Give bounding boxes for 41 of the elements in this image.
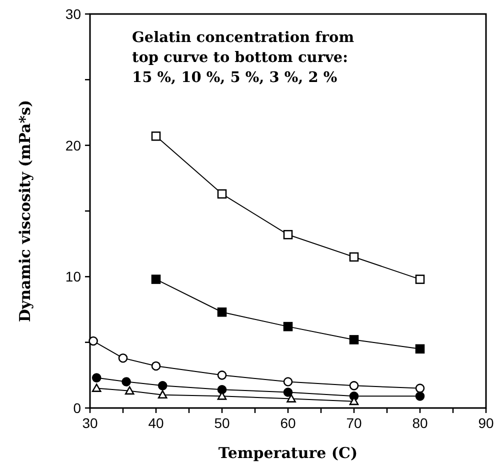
point — [217, 384, 227, 394]
point — [286, 394, 296, 402]
point — [217, 370, 227, 380]
x-tick-label: 40 — [148, 415, 164, 431]
point — [118, 353, 128, 363]
point — [283, 377, 293, 386]
point — [158, 381, 168, 390]
point — [122, 377, 131, 386]
point — [349, 252, 359, 262]
annotation: Gelatin concentration from top curve to bottom curve: 15 %, 10 %, 5 %, 3 %, 2 % — [132, 29, 355, 86]
y-tick-label: 0 — [73, 400, 82, 416]
point — [88, 336, 98, 346]
x-tick-label: 80 — [412, 415, 428, 431]
point — [92, 373, 102, 382]
x-axis-title: Temperature (C) — [218, 444, 358, 462]
point — [415, 274, 425, 284]
point — [283, 230, 293, 240]
y-axis-title: Dynamic viscosity (mPa*s) — [16, 100, 34, 322]
point — [415, 384, 425, 393]
point — [217, 307, 227, 317]
point — [283, 388, 293, 397]
x-tick-label: 50 — [214, 415, 230, 431]
point — [349, 335, 359, 344]
point — [415, 392, 425, 401]
x-tick-label: 60 — [280, 415, 296, 431]
x-tick-label: 30 — [82, 415, 98, 431]
y-tick-label: 20 — [65, 137, 82, 154]
point — [349, 381, 359, 390]
y-tick-label: 30 — [65, 6, 82, 22]
point — [415, 344, 425, 354]
y-tick-label: 10 — [65, 268, 82, 285]
point — [217, 189, 227, 199]
x-tick-label: 70 — [346, 415, 362, 431]
point — [158, 390, 168, 399]
point — [151, 361, 161, 371]
point — [151, 131, 161, 141]
point — [151, 274, 161, 284]
point — [124, 386, 134, 395]
point — [283, 322, 293, 332]
x-tick-label: 90 — [478, 415, 494, 431]
point — [92, 384, 102, 392]
